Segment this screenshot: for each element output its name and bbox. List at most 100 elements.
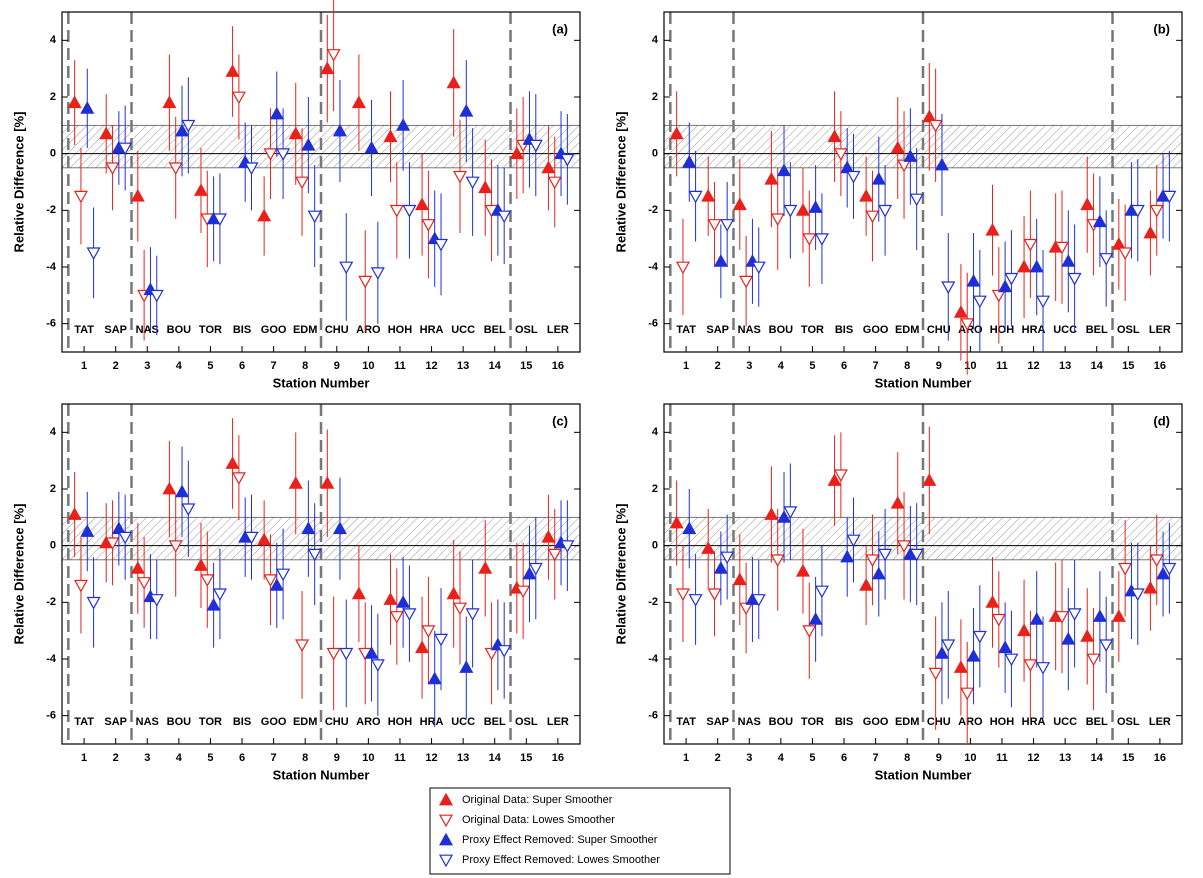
marker <box>878 204 893 218</box>
station-label: GOO <box>261 716 287 728</box>
marker <box>1029 259 1044 273</box>
legend-marker <box>438 814 454 828</box>
marker <box>206 597 221 611</box>
marker <box>890 140 905 154</box>
x-tick-label: 6 <box>239 360 245 372</box>
station-label: UCC <box>1053 324 1077 336</box>
station-label: HRA <box>420 324 444 336</box>
station-label: CHU <box>325 716 349 728</box>
marker <box>389 611 404 624</box>
marker <box>427 671 442 685</box>
x-tick-label: 13 <box>457 360 469 372</box>
x-tick-label: 6 <box>841 752 847 764</box>
marker <box>802 625 817 638</box>
station-label: BEL <box>484 324 506 336</box>
x-tick-label: 8 <box>904 752 910 764</box>
station-label: NAS <box>136 324 159 336</box>
marker <box>181 503 196 517</box>
marker <box>99 126 114 140</box>
x-tick-label: 11 <box>394 360 406 372</box>
marker <box>1004 272 1019 286</box>
marker <box>808 200 823 213</box>
y-tick-label: 4 <box>50 426 57 438</box>
marker <box>149 289 164 303</box>
marker <box>802 233 817 246</box>
x-tick-label: 12 <box>425 752 437 764</box>
marker <box>1143 580 1158 594</box>
station-label: HOH <box>990 716 1015 728</box>
marker <box>560 540 575 553</box>
x-tick-label: 14 <box>1091 752 1104 764</box>
y-tick-label: -4 <box>648 261 659 273</box>
marker <box>86 247 101 261</box>
marker <box>669 515 684 529</box>
marker <box>339 647 354 661</box>
legend-label: Proxy Effect Removed: Super Smoother <box>462 834 658 846</box>
x-tick-label: 6 <box>239 752 245 764</box>
marker <box>446 586 461 600</box>
marker <box>865 554 880 568</box>
marker <box>162 481 177 495</box>
x-tick-label: 4 <box>176 752 183 764</box>
station-label: SAP <box>706 324 729 336</box>
marker <box>339 261 354 275</box>
marker <box>688 594 703 607</box>
station-label: CHU <box>927 716 951 728</box>
marker <box>972 295 987 309</box>
marker <box>67 507 82 520</box>
marker <box>541 160 556 174</box>
marker <box>288 126 303 140</box>
x-tick-label: 14 <box>1091 360 1104 372</box>
marker <box>991 613 1006 627</box>
x-tick-label: 3 <box>746 360 752 372</box>
station-label: OSL <box>515 324 538 336</box>
x-tick-label: 9 <box>936 360 942 372</box>
marker <box>263 574 278 587</box>
x-tick-label: 16 <box>1154 752 1166 764</box>
y-tick-label: 2 <box>50 483 56 495</box>
marker <box>225 456 240 469</box>
marker <box>225 64 240 77</box>
marker <box>909 548 924 562</box>
marker <box>415 640 430 654</box>
station-label: SAP <box>706 716 729 728</box>
station-label: CHU <box>325 324 349 336</box>
station-label: BOU <box>167 716 192 728</box>
marker <box>1086 653 1101 667</box>
x-tick-label: 9 <box>334 752 340 764</box>
x-tick-label: 16 <box>1154 360 1166 372</box>
marker <box>1004 653 1019 667</box>
marker <box>1149 204 1164 218</box>
y-axis-title: Relative Difference [%] <box>11 112 26 253</box>
marker <box>713 254 728 267</box>
marker <box>985 222 1000 236</box>
x-tick-label: 1 <box>81 752 87 764</box>
panel-label: (a) <box>552 21 568 36</box>
marker <box>732 572 747 586</box>
station-label: TOR <box>801 716 824 728</box>
marker <box>960 318 975 331</box>
marker <box>288 476 303 489</box>
marker <box>1054 611 1069 624</box>
marker <box>1023 659 1038 672</box>
marker <box>669 126 684 140</box>
station-label: EDM <box>895 324 919 336</box>
legend-marker <box>438 854 454 868</box>
marker <box>351 586 366 600</box>
marker <box>434 633 449 647</box>
marker <box>1162 190 1177 204</box>
y-tick-label: -2 <box>46 204 56 216</box>
x-tick-label: 3 <box>144 360 150 372</box>
marker <box>118 531 133 545</box>
y-tick-label: 2 <box>652 483 658 495</box>
x-tick-label: 7 <box>271 752 277 764</box>
marker <box>1080 197 1095 211</box>
marker <box>370 659 385 672</box>
marker <box>326 647 341 661</box>
x-tick-label: 1 <box>81 360 87 372</box>
x-tick-label: 2 <box>715 752 721 764</box>
y-tick-label: -2 <box>648 204 658 216</box>
station-label: BOU <box>769 716 794 728</box>
marker <box>263 148 278 161</box>
